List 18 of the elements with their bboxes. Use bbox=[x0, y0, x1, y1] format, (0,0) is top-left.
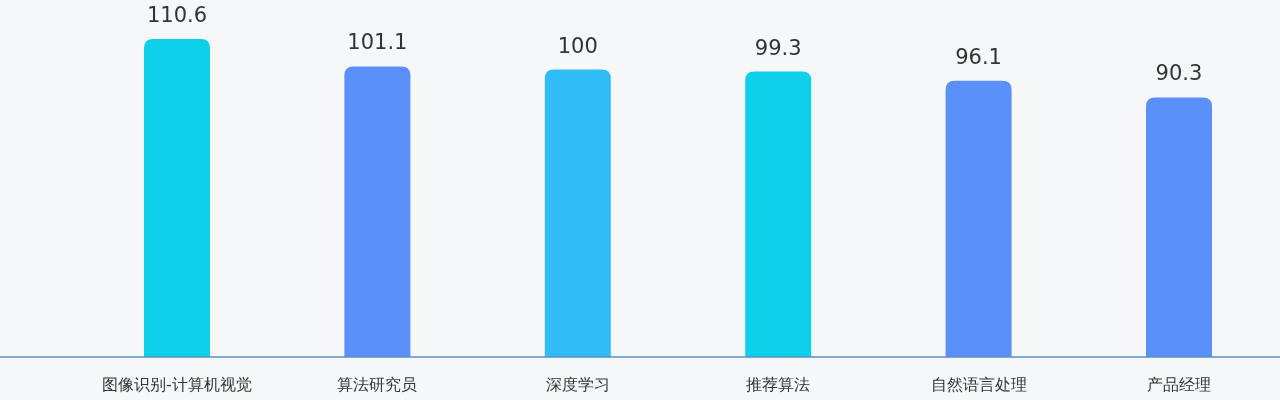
x-tick-label: 算法研究员 bbox=[337, 375, 418, 394]
bar bbox=[144, 39, 210, 357]
data-label: 96.1 bbox=[955, 44, 1002, 69]
bar bbox=[344, 66, 411, 357]
x-tick-label: 推荐算法 bbox=[746, 375, 811, 394]
data-label: 90.3 bbox=[1155, 61, 1203, 86]
data-label: 99.3 bbox=[754, 35, 802, 60]
x-tick-label: 图像识别-计算机视觉 bbox=[102, 375, 252, 394]
x-tick-label: 产品经理 bbox=[1147, 375, 1211, 394]
bar bbox=[544, 69, 611, 357]
bar bbox=[1146, 97, 1212, 357]
x-tick-label: 深度学习 bbox=[545, 375, 610, 394]
data-label: 100 bbox=[557, 33, 598, 58]
data-label: 110.6 bbox=[146, 3, 208, 28]
bar bbox=[745, 71, 812, 357]
x-tick-label: 自然语言处理 bbox=[930, 375, 1027, 394]
bar bbox=[945, 80, 1012, 357]
data-label: 101.1 bbox=[347, 30, 408, 55]
